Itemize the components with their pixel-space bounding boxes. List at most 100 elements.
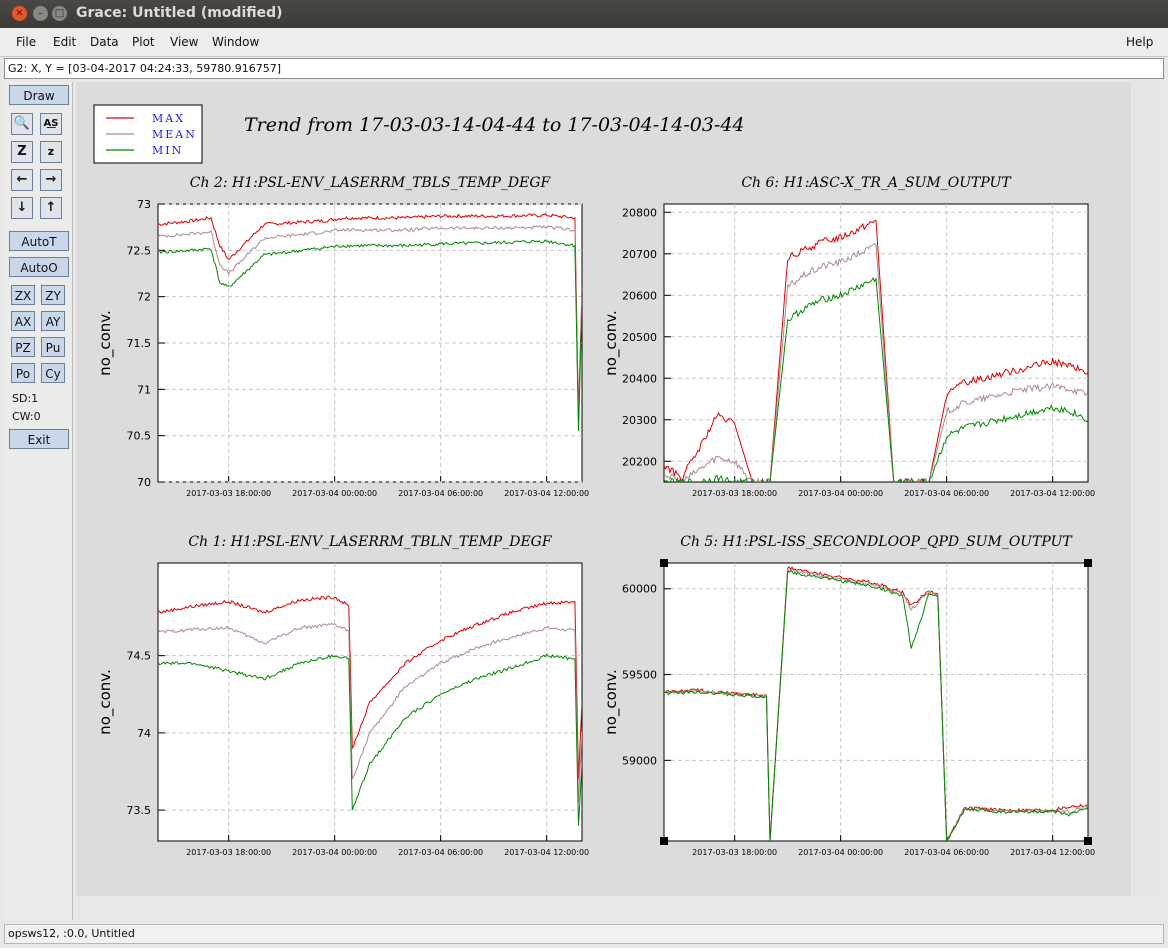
y-tick-label: 20300: [622, 414, 657, 427]
maximize-icon[interactable]: □: [52, 6, 67, 21]
x-tick-label: 2017-03-04 06:00:00: [398, 489, 483, 498]
draw-button[interactable]: Draw: [9, 85, 69, 105]
selection-handle: [1084, 837, 1092, 845]
menu-plot[interactable]: Plot: [132, 35, 155, 49]
series-line-max: [158, 212, 582, 418]
y-axis-label: no_conv.: [602, 669, 621, 735]
menu-file[interactable]: File: [16, 35, 37, 49]
x-tick-label: 2017-03-04 06:00:00: [398, 848, 483, 857]
y-tick-label: 20400: [622, 372, 657, 385]
x-tick-label: 2017-03-04 12:00:00: [1010, 489, 1095, 498]
zoom-in-icon[interactable]: Z: [11, 141, 33, 163]
x-tick-label: 2017-03-03 18:00:00: [692, 489, 777, 498]
autoo-button[interactable]: AutoO: [9, 257, 69, 277]
menu-edit[interactable]: Edit: [53, 35, 77, 49]
y-axis-label: no_conv.: [96, 669, 115, 735]
x-tick-label: 2017-03-04 00:00:00: [798, 489, 883, 498]
menu-help[interactable]: Help: [1126, 35, 1154, 49]
cw-label: CW:0: [12, 410, 41, 423]
y-tick-label: 60000: [622, 583, 657, 596]
pu-button[interactable]: Pu: [41, 337, 65, 357]
x-tick-label: 2017-03-04 00:00:00: [292, 489, 377, 498]
plot-frame: [663, 562, 1089, 842]
chart-4: 2017-03-03 18:00:00 2017-03-04 00:00:00 20…: [602, 534, 1095, 857]
graphs: 2017-03-03 18:00:00 2017-03-04 00:00:00 20…: [96, 175, 1095, 857]
autot-button[interactable]: AutoT: [9, 231, 69, 251]
series-line-mean: [158, 225, 582, 427]
y-tick-label: 20200: [622, 455, 657, 468]
left-arrow-icon[interactable]: ←: [11, 169, 33, 191]
x-tick-label: 2017-03-04 00:00:00: [292, 848, 377, 857]
sd-label: SD:1: [12, 392, 39, 405]
x-tick-label: 2017-03-03 18:00:00: [186, 489, 271, 498]
graph-canvas[interactable]: MAX MEAN MIN Trend from 17-03-03-14-04-44 …: [76, 82, 1131, 896]
y-tick-label: 20600: [622, 289, 657, 302]
x-tick-label: 2017-03-04 06:00:00: [904, 489, 989, 498]
selection-handle: [660, 837, 668, 845]
pz-button[interactable]: PZ: [11, 337, 35, 357]
chart-title: Ch 5: H1:PSL-ISS_SECONDLOOP_QPD_SUM_OUTP…: [680, 534, 1073, 550]
y-tick-label: 20700: [622, 248, 657, 261]
x-tick-label: 2017-03-04 12:00:00: [1010, 848, 1095, 857]
window-title: Grace: Untitled (modified): [76, 5, 283, 21]
y-tick-label: 70: [137, 476, 151, 489]
y-tick-label: 74: [137, 727, 151, 740]
menu-window[interactable]: Window: [212, 35, 260, 49]
chart-title: Ch 6: H1:ASC-X_TR_A_SUM_OUTPUT: [741, 175, 1012, 191]
y-tick-label: 20800: [622, 206, 657, 219]
series-line-min: [158, 239, 582, 432]
y-tick-label: 71.5: [127, 337, 152, 350]
exit-button[interactable]: Exit: [9, 429, 69, 449]
menu-data[interactable]: Data: [90, 35, 119, 49]
status-bar: opsws12, :0.0, Untitled: [4, 924, 1164, 944]
y-axis-label: no_conv.: [96, 310, 115, 376]
legend-label-max: MAX: [152, 112, 185, 125]
y-tick-label: 74.5: [127, 650, 152, 663]
graph-canvas-area[interactable]: MAX MEAN MIN Trend from 17-03-03-14-04-44 …: [76, 82, 1131, 896]
coordinate-readout: G2: X, Y = [03-04-2017 04:24:33, 59780.9…: [4, 58, 1164, 79]
ay-button[interactable]: AY: [41, 311, 65, 331]
autoscale-icon[interactable]: A͟S: [40, 113, 62, 135]
legend: MAX MEAN MIN: [106, 112, 197, 157]
y-tick-label: 71: [137, 383, 151, 396]
zx-button[interactable]: ZX: [11, 285, 35, 305]
po-button[interactable]: Po: [11, 363, 35, 383]
y-tick-label: 72.5: [127, 244, 152, 257]
chart-3: 2017-03-03 18:00:00 2017-03-04 00:00:00 20…: [96, 534, 589, 857]
right-arrow-icon[interactable]: →: [40, 169, 62, 191]
x-tick-label: 2017-03-04 06:00:00: [904, 848, 989, 857]
chart-1: 2017-03-03 18:00:00 2017-03-04 00:00:00 20…: [96, 175, 589, 498]
menu-view[interactable]: View: [170, 35, 199, 49]
up-arrow-icon[interactable]: ↑: [40, 197, 62, 219]
y-tick-label: 73.5: [127, 804, 152, 817]
right-margin: [1133, 82, 1161, 896]
y-tick-label: 70.5: [127, 430, 152, 443]
x-tick-label: 2017-03-04 00:00:00: [798, 848, 883, 857]
down-arrow-icon[interactable]: ↓: [11, 197, 33, 219]
series-line-mean: [158, 622, 582, 803]
plot-title: Trend from 17-03-03-14-04-44 to 17-03-04…: [244, 114, 745, 136]
zoom-icon[interactable]: 🔍: [11, 113, 33, 135]
close-icon[interactable]: ✕: [12, 6, 27, 21]
y-tick-label: 73: [137, 198, 151, 211]
y-tick-label: 59000: [622, 754, 657, 767]
y-tick-label: 72: [137, 291, 151, 304]
menu-bar: File Edit Data Plot View Window Help: [0, 28, 1168, 57]
x-tick-label: 2017-03-04 12:00:00: [504, 848, 589, 857]
minimize-icon[interactable]: –: [33, 6, 48, 21]
selection-handle: [660, 559, 668, 567]
legend-label-mean: MEAN: [152, 128, 197, 141]
zy-button[interactable]: ZY: [41, 285, 65, 305]
toolbar: Draw 🔍 A͟S Z z ← → ↓ ↑ AutoT AutoO ZX ZY…: [4, 82, 73, 920]
ax-button[interactable]: AX: [11, 311, 35, 331]
selection-handle: [1084, 559, 1092, 567]
y-axis-label: no_conv.: [602, 310, 621, 376]
legend-label-min: MIN: [152, 144, 183, 157]
y-tick-label: 59500: [622, 669, 657, 682]
chart-title: Ch 2: H1:PSL-ENV_LASERRM_TBLS_TEMP_DEGF: [190, 175, 552, 191]
y-tick-label: 20500: [622, 331, 657, 344]
cy-button[interactable]: Cy: [41, 363, 65, 383]
x-tick-label: 2017-03-04 12:00:00: [504, 489, 589, 498]
zoom-out-icon[interactable]: z: [40, 141, 62, 163]
chart-title: Ch 1: H1:PSL-ENV_LASERRM_TBLN_TEMP_DEGF: [188, 534, 552, 550]
